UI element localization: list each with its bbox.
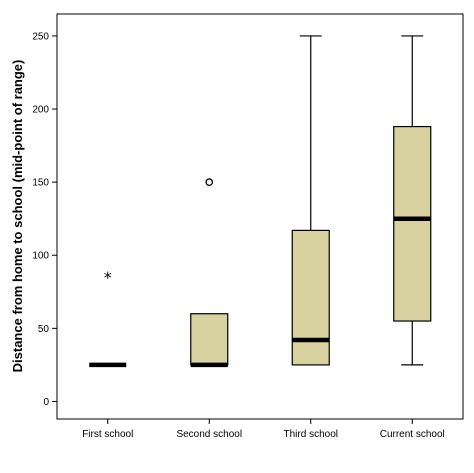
y-tick-label: 0: [43, 397, 49, 408]
box-group: *: [89, 268, 127, 368]
y-axis-label: Distance from home to school (mid-point …: [10, 60, 25, 373]
x-axis: First school Second school Third school Cur…: [82, 419, 445, 440]
y-tick-label: 250: [32, 31, 49, 42]
extreme-point: *: [104, 268, 112, 287]
box-iqr: [393, 125, 432, 322]
box-iqr: [190, 313, 229, 366]
x-tick-label: Third school: [284, 429, 338, 440]
x-tick-label: Second school: [176, 429, 242, 440]
y-tick-label: 50: [38, 324, 50, 335]
box-group: [393, 35, 432, 366]
x-tick-label: First school: [82, 429, 133, 440]
y-tick-label: 150: [32, 178, 49, 189]
x-tick-label: Current school: [380, 429, 445, 440]
box-group: [190, 178, 229, 368]
y-axis: 0 50 100 150 200 250: [32, 31, 57, 408]
boxes: *: [89, 35, 432, 368]
outlier-point: [205, 178, 214, 186]
y-tick-label: 200: [32, 105, 49, 116]
box-group: [291, 35, 330, 366]
box-iqr: [291, 229, 330, 366]
y-tick-label: 100: [32, 251, 49, 262]
